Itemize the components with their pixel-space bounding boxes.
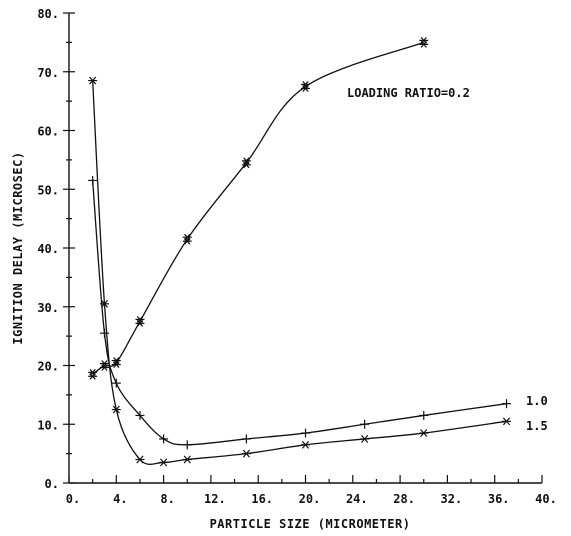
data-point	[502, 417, 512, 426]
series-label-0.2: LOADING RATIO=0.2	[347, 86, 470, 100]
data-point	[135, 316, 145, 327]
data-point	[111, 378, 121, 388]
data-point	[241, 157, 251, 169]
data-point	[111, 405, 121, 414]
series-markers	[88, 36, 512, 467]
series-line-1	[92, 180, 507, 446]
series-curves	[92, 41, 507, 465]
data-point	[360, 419, 370, 429]
y-ticks: 0. 10. 20. 30. 40. 50. 60. 70. 80.	[37, 7, 75, 491]
data-point	[88, 76, 98, 85]
data-point	[159, 458, 169, 467]
data-point	[301, 440, 310, 449]
series-label-1.5: 1.5	[526, 419, 548, 433]
y-tick-label: 60.	[37, 125, 59, 139]
data-point	[502, 399, 512, 409]
data-point	[241, 434, 251, 444]
y-tick-label: 10.	[37, 418, 59, 432]
y-tick-label: 20.	[37, 360, 59, 374]
data-point	[99, 328, 109, 338]
x-tick-label: 32.	[441, 492, 463, 506]
data-point	[182, 455, 192, 464]
data-point	[301, 428, 310, 438]
y-tick-label: 40.	[37, 242, 59, 256]
x-axis-title: PARTICLE SIZE (MICROMETER)	[210, 517, 411, 531]
y-tick-label: 30.	[37, 301, 59, 315]
x-tick-label: 28.	[393, 492, 415, 506]
data-point	[241, 449, 251, 458]
y-tick-label: 50.	[37, 183, 59, 197]
y-tick-label: 0.	[45, 477, 59, 491]
data-point	[99, 299, 109, 308]
data-point	[419, 429, 429, 438]
data-point	[419, 410, 429, 420]
x-ticks: 0. 4. 8. 12. 16. 20. 24. 28. 32. 36. 40.	[66, 475, 557, 506]
y-tick-label: 80.	[37, 7, 59, 21]
data-point	[99, 360, 109, 371]
data-point	[360, 434, 370, 443]
x-tick-label: 8.	[160, 492, 174, 506]
data-point	[182, 233, 192, 245]
x-tick-label: 4.	[113, 492, 127, 506]
data-point	[111, 357, 121, 368]
data-point	[88, 175, 98, 185]
data-point	[301, 81, 310, 92]
x-tick-label: 0.	[66, 492, 80, 506]
data-point	[182, 440, 192, 450]
y-tick-label: 70.	[37, 66, 59, 80]
data-point	[135, 410, 145, 420]
data-point	[88, 368, 98, 380]
x-tick-label: 24.	[346, 492, 368, 506]
series-line-2	[92, 80, 507, 465]
x-tick-label: 36.	[488, 492, 510, 506]
x-tick-label: 20.	[299, 492, 321, 506]
data-point	[135, 455, 145, 464]
data-point	[159, 434, 169, 444]
data-point	[419, 36, 429, 48]
series-label-1.0: 1.0	[526, 394, 548, 408]
x-tick-label: 40.	[535, 492, 557, 506]
x-tick-label: 12.	[204, 492, 226, 506]
y-axis-title: IGNITION DELAY (MICROSEC)	[11, 151, 25, 344]
x-tick-label: 16.	[251, 492, 273, 506]
